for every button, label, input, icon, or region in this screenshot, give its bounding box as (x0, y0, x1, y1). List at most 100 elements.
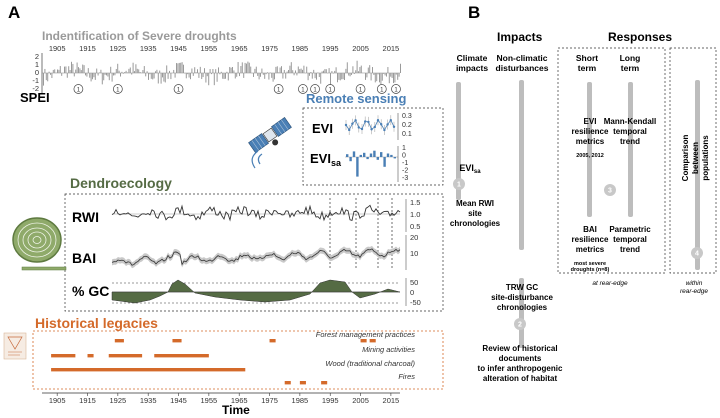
short-term-flow-bar (587, 82, 592, 217)
comparison-0: Comparison (681, 135, 690, 182)
time-year-1965: 1965 (231, 396, 248, 405)
panel-a-letter: A (8, 3, 20, 22)
evisa-tick-4: -3 (402, 175, 408, 182)
evi-tick-2: 0.1 (402, 131, 412, 138)
legacy-bar-8 (154, 354, 209, 358)
drought-marker-2 (173, 84, 184, 94)
drought-marker-label-6: 1 (329, 88, 333, 94)
bai-note-0: most severe (574, 261, 606, 267)
nonclimatic-0: Non-climatic (496, 53, 547, 63)
remote-sensing-box (302, 107, 444, 186)
drought-dashed-lines (329, 198, 393, 270)
review-docs-0: Review of historical (482, 344, 557, 353)
within-rear-edge-box (669, 47, 717, 274)
legacy-label-2: Wood (traditional charcoal) (325, 359, 415, 368)
badge-label-1: 1 (457, 182, 461, 189)
rwi-tick-0: 1.5 (410, 198, 420, 207)
spei-tick-0: 2 (35, 52, 39, 61)
legacy-bar-6 (87, 354, 94, 358)
dendro-box (64, 193, 444, 312)
drought-marker-6 (325, 84, 336, 94)
climate-flow-bar (456, 82, 461, 200)
evi-tick-0: 0.3 (402, 113, 412, 120)
time-year-1915: 1915 (79, 396, 96, 405)
signal-waves-icon (251, 150, 263, 169)
badge-4 (691, 247, 703, 259)
evi-years: 2005, 2012 (576, 153, 604, 159)
legacy-bars (51, 339, 376, 385)
evisa-ticks: 10-1-2-3 (402, 145, 408, 182)
bai-series (111, 245, 401, 269)
legacy-bar-7 (108, 354, 143, 358)
drought-marker-label-3: 1 (277, 88, 281, 94)
badge-label-2: 2 (518, 322, 522, 329)
review-docs-2: to infer anthropogenic (478, 364, 563, 373)
badge-3 (604, 184, 616, 196)
comparison-2: populations (701, 135, 710, 181)
parametric-0: Parametric (609, 225, 651, 234)
bai-note-1: droughts (n=8) (571, 267, 610, 273)
satellite-icon (248, 117, 292, 153)
within: within (686, 280, 703, 287)
drought-year-1975: 1975 (261, 44, 278, 53)
mean-rwi-0: Mean RWI (456, 199, 494, 208)
drought-marker-1 (112, 84, 123, 94)
nonclimatic-flow-bar (519, 80, 524, 250)
spei-y-ticks: 210-1-2 (32, 52, 39, 93)
long-term-1: term (621, 63, 640, 73)
comparison-1: between (691, 142, 700, 174)
rwi-label: RWI (72, 209, 99, 225)
drought-marker-7 (355, 84, 366, 94)
trw-gc-2: chronologies (497, 303, 548, 312)
bai-tick-1: 10 (410, 249, 418, 258)
review-docs-3: alteration of habitat (483, 374, 558, 383)
nonclimatic-1: disturbances (496, 63, 549, 73)
time-year-1905: 1905 (49, 396, 66, 405)
evi-tick-1: 0.2 (402, 122, 412, 129)
bai-ribbon (112, 245, 400, 269)
bai-resilience-0: BAI (583, 225, 597, 234)
at-rear-edge: at rear-edge (592, 280, 628, 287)
evisa-tick-3: -2 (402, 168, 408, 175)
bai-resilience-2: metrics (576, 245, 605, 254)
climate-impacts-1: impacts (456, 63, 488, 73)
spei-tick-2: 0 (35, 68, 39, 77)
climate-impacts-0: Climate (457, 53, 488, 63)
evi-resilience-0: EVI (584, 117, 597, 126)
drought-marker-8 (376, 84, 387, 94)
evi-ticks: 0.3 0.2 0.1 (402, 113, 412, 138)
evisa-bars (346, 150, 396, 177)
rwi-series (111, 204, 401, 222)
spei-bars (43, 60, 401, 86)
legacy-bar-2 (269, 339, 276, 343)
tree-cross-section-icon (12, 217, 67, 271)
legacy-bar-4 (369, 339, 376, 343)
drought-year-2005: 2005 (352, 44, 369, 53)
time-axis-years: 1905 1915 1925 1935 1945 1955 1965 1975 1985 1995… (49, 393, 399, 405)
short-term-0: Short (576, 53, 598, 63)
mann-kendall-2: trend (620, 137, 640, 146)
time-year-1955: 1955 (201, 396, 218, 405)
rwi-tick-2: 0.5 (410, 222, 420, 231)
review-flow-bar (519, 278, 524, 348)
drought-marker-3 (273, 84, 284, 94)
gc-label: % GC (72, 283, 109, 299)
evisa-tick-2: -1 (402, 160, 408, 167)
time-year-1945: 1945 (170, 396, 187, 405)
gc-tick-0: 50 (410, 278, 418, 287)
legacy-label-1: Mining activities (362, 345, 415, 354)
spei-tick-1: 1 (35, 60, 39, 69)
spei-tick-4: -2 (32, 84, 39, 93)
spei-tick-3: -1 (32, 76, 39, 85)
trw-gc-1: site-disturbance (491, 293, 553, 302)
time-year-2015: 2015 (383, 396, 400, 405)
long-term-0: Long (620, 53, 641, 63)
evi-line (345, 119, 395, 131)
dendro-title: Dendroecology (70, 175, 172, 191)
rwi-tick-1: 1.0 (410, 210, 420, 219)
evi-resilience-1: resilience (572, 127, 609, 136)
legacy-bar-5 (51, 354, 76, 358)
evi-resilience-2: metrics (576, 137, 605, 146)
